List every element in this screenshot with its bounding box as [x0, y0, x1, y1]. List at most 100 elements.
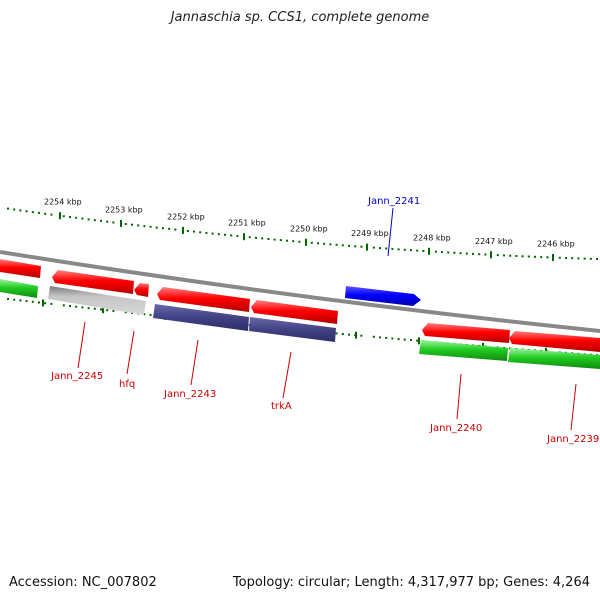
scale-tick	[69, 305, 71, 307]
scale-tick	[571, 257, 574, 260]
scale-tick	[515, 255, 518, 257]
gene-jann2241-arrow[interactable]	[345, 286, 421, 306]
scale-tick	[205, 231, 208, 234]
gene-arrow[interactable]	[422, 323, 510, 343]
scale-tick	[50, 213, 53, 216]
kbp-label: 2246 kbp	[537, 240, 575, 249]
scale-tick	[329, 243, 332, 246]
scale-tick	[217, 233, 220, 236]
scale-tick	[267, 238, 270, 240]
scale-tick	[7, 297, 9, 300]
scale-tick	[355, 331, 357, 339]
scale-tick	[441, 251, 443, 254]
gene-arrow[interactable]	[251, 300, 338, 324]
scale-tick	[385, 336, 388, 339]
scale-tick	[120, 219, 122, 227]
gene-arrow[interactable]	[419, 340, 508, 361]
scale-tick	[472, 252, 474, 255]
scale-tick	[360, 334, 363, 337]
scale-tick	[428, 247, 430, 255]
gene-label-jann2240[interactable]: Jann_2240	[429, 423, 482, 434]
kbp-label: 2252 kbp	[167, 212, 205, 221]
scale-tick	[199, 231, 202, 234]
kbp-label: 2250 kbp	[290, 224, 328, 233]
gene-block[interactable]	[48, 286, 146, 315]
scale-tick	[459, 252, 462, 255]
scale-tick	[25, 210, 28, 213]
scale-tick	[490, 251, 492, 259]
scale-tick	[273, 238, 276, 241]
kbp-label: 2253 kbp	[105, 205, 143, 214]
scale-tick	[7, 207, 9, 210]
scale-tick	[403, 248, 406, 251]
gene-arrow[interactable]	[157, 287, 250, 312]
scale-tick	[447, 251, 450, 254]
scale-tick	[310, 241, 313, 244]
scale-tick	[236, 235, 239, 238]
scale-tick	[106, 220, 109, 223]
gene-arrow[interactable]	[0, 279, 38, 298]
reverse-genes	[0, 279, 600, 369]
scale-tick	[75, 305, 78, 308]
scale-tick	[360, 245, 363, 248]
scale-tick	[19, 209, 22, 212]
scale-tick	[168, 227, 171, 230]
scale-tick	[143, 225, 146, 228]
gene-label-hfq[interactable]: hfq	[119, 379, 135, 390]
scale-tick	[577, 257, 580, 260]
scale-tick	[31, 300, 34, 303]
kbp-label: 2247 kbp	[475, 237, 513, 246]
gene-block[interactable]	[153, 304, 249, 331]
scale-tick	[93, 307, 96, 310]
gene-arrow[interactable]	[508, 348, 600, 369]
scale-tick	[62, 304, 65, 307]
scale-tick	[509, 254, 512, 257]
scale-tick	[162, 227, 164, 230]
scale-tick	[248, 236, 251, 239]
scale-tick	[81, 306, 84, 309]
scale-tick	[69, 216, 71, 218]
scale-tick	[341, 244, 344, 247]
gene-label-jann2239[interactable]: Jann_2239	[546, 434, 599, 445]
accession-label: Accession: NC_007802	[9, 575, 157, 590]
scale-tick	[434, 250, 437, 253]
scale-tick	[335, 243, 338, 246]
scale-tick	[193, 230, 195, 233]
scale-tick	[465, 252, 468, 255]
scale-tick	[75, 216, 78, 219]
scale-tick	[255, 236, 257, 239]
scale-tick	[385, 247, 388, 250]
scale-tick	[59, 212, 61, 220]
scale-tick	[38, 211, 40, 214]
scale-tick	[131, 223, 133, 226]
gene-label-jann2243[interactable]: Jann_2243	[163, 389, 216, 400]
scale-tick	[323, 242, 326, 245]
gene-hfq-arrow[interactable]	[134, 283, 149, 297]
scale-tick	[124, 311, 127, 314]
scale-tick	[341, 333, 344, 335]
scale-tick	[391, 247, 394, 250]
gene-label-jann2245[interactable]: Jann_2245	[50, 371, 103, 382]
gene-label-trka[interactable]: trkA	[271, 401, 292, 412]
gene-label-jann2241[interactable]: Jann_2241	[367, 196, 420, 207]
gene-block[interactable]	[249, 317, 336, 342]
scale-tick	[552, 254, 554, 261]
scale-tick	[87, 307, 90, 310]
scale-tick	[527, 255, 530, 258]
scale-tick	[416, 339, 419, 342]
gene-arrow[interactable]	[0, 259, 41, 278]
scale-tick	[186, 230, 189, 232]
scale-tick	[38, 301, 40, 304]
scale-tick	[286, 239, 288, 242]
label-leaders	[77, 207, 577, 431]
scale-tick	[348, 333, 350, 336]
scale-tick	[149, 313, 152, 316]
scale-tick	[44, 212, 47, 215]
gene-arrow[interactable]	[509, 331, 600, 352]
scale-tick	[100, 308, 102, 311]
scale-tick	[174, 228, 177, 231]
scale-tick	[13, 208, 16, 211]
gene-arrow[interactable]	[52, 270, 134, 294]
scale-tick	[112, 309, 115, 312]
